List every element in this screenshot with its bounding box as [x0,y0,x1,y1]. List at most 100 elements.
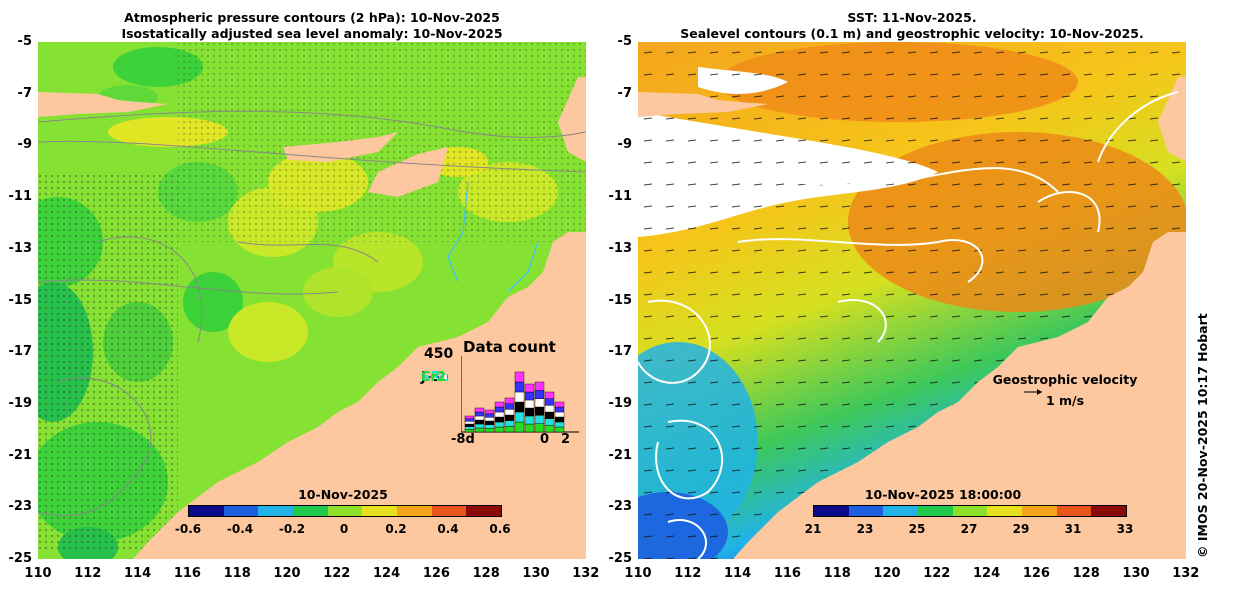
data-count-bar-segment [544,398,555,406]
land-timor [638,92,768,117]
x-tick-label: 126 [422,566,450,581]
data-count-x-end: 2 [561,432,571,447]
x-tick-label: 112 [74,566,102,581]
y-tick-label: -15 [608,292,633,308]
data-count-bar-segment [554,411,565,418]
velocity-legend-scale: 1 m/s [1045,393,1085,408]
colorbar-segment [987,506,1023,516]
y-tick-label: -7 [17,85,32,101]
anomaly-blob [228,302,308,362]
data-count-bars [461,356,579,433]
data-count-bar-segment [524,407,535,417]
data-count-bar-segment [474,419,485,425]
data-count-bar-segment [484,417,495,422]
data-count-bar-segment [494,401,505,408]
data-count-bar-segment [474,415,485,421]
x-tick-label: 124 [373,566,401,581]
river [507,241,539,293]
y-tick-label: -5 [617,34,632,49]
colorbar-segment [1056,506,1092,516]
x-tick-label: 114 [724,566,752,581]
data-count-bar-segment [544,405,555,413]
colorbar-label: 25 [908,522,926,536]
mission-label: S6a [421,370,449,385]
land-australia [733,232,1186,559]
colorbar-segment [258,506,294,516]
data-count-bar-segment [494,416,505,423]
data-count-bar-segment [544,391,555,399]
data-count-bar-segment [534,415,545,424]
colorbar-label: 33 [1116,522,1134,536]
sealevel-contour [737,238,984,283]
x-tick-label: 112 [674,566,702,581]
data-count-bar-segment [464,418,475,422]
y-tick-label: -5 [17,34,32,49]
pressure-contour [38,279,339,295]
land-new-guinea [558,77,586,162]
data-count-bar-segment [524,399,535,409]
left-title-line1: Atmospheric pressure contours (2 hPa): 1… [124,10,500,25]
colorbar-segment [883,506,919,516]
data-count-bar-segment [494,411,505,418]
data-count-bar-segment [534,406,545,416]
y-tick-label: -17 [8,344,33,360]
data-count-bar-segment [554,421,565,428]
data-count-bar-segment [474,407,485,413]
x-tick-label: 122 [923,566,951,581]
x-tick-label: 114 [124,566,152,581]
data-count-bar-segment [494,426,505,433]
dotted-region [38,172,178,552]
data-count-bar-segment [514,401,525,413]
data-count-bar-segment [554,416,565,423]
data-count-x-start: -8d [451,432,475,447]
data-count-bar-segment [484,409,495,414]
colorbar-label: 23 [856,522,874,536]
data-count-bar-segment [504,420,515,427]
land-melville [283,132,398,162]
colorbar-label: 0.2 [385,522,407,536]
colorbar-label: 0 [339,522,349,536]
x-tick-label: 122 [323,566,351,581]
y-tick-label: -25 [608,551,633,566]
data-count-bar-segment [494,421,505,428]
data-count-title: Data count [463,338,556,356]
x-tick-label: 130 [1122,566,1150,581]
y-tick-label: -23 [608,499,633,515]
velocity-legend-label: Geostrophic velocity [992,372,1138,387]
data-count-bar-segment [524,383,535,393]
data-count-bar-segment [534,423,545,433]
colorbar-segment [1091,506,1127,516]
sealevel-contour [638,299,711,384]
data-count-bar-segment [464,426,475,430]
x-tick-label: 128 [472,566,500,581]
data-count-bar-segment [464,421,475,425]
data-count-bar-segment [554,401,565,408]
data-count-bar-segment [514,381,525,393]
y-tick-label: -11 [8,189,33,205]
river [447,181,469,283]
right-title-line2: Sealevel contours (0.1 m) and geostrophi… [680,26,1144,41]
data-count-bar-segment [504,409,515,416]
y-tick-label: -9 [617,137,632,153]
colorbar-label: 27 [960,522,978,536]
pressure-contour [38,377,152,517]
sealevel-contour [657,167,1059,193]
land-new-guinea [1158,77,1186,162]
colorbar-label: -0.2 [278,522,306,536]
right-map-title: SST: 11-Nov-2025. Sealevel contours (0.1… [638,10,1186,42]
colorbar-segment [362,506,398,516]
data-count-bar-segment [544,425,555,433]
data-count-bar-segment [484,420,495,425]
y-tick-label: -7 [617,85,632,101]
y-tick-label: -21 [608,447,633,463]
sealevel-contour [1097,91,1179,163]
data-count-bar-segment [544,411,555,419]
y-tick-label: -19 [608,395,633,411]
y-tick-label: -9 [17,137,32,153]
colorbar-segment [952,506,988,516]
data-count-bar-segment [474,427,485,433]
sealevel-contour [837,299,887,343]
sealevel-contour [667,519,708,559]
colorbar-label: -0.4 [226,522,254,536]
data-count-bar-segment [464,423,475,427]
